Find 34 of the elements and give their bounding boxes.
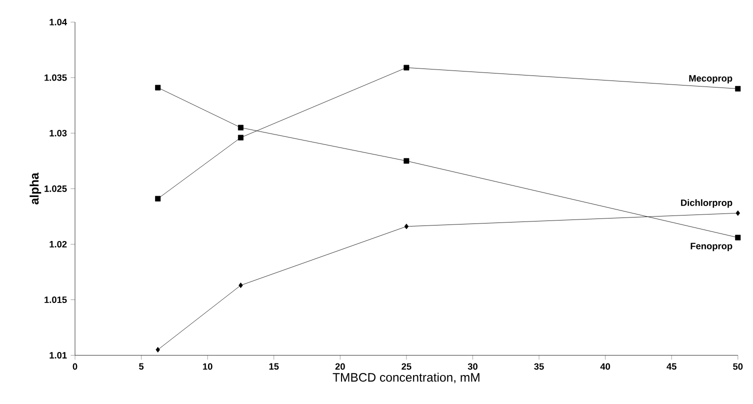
point xyxy=(736,210,740,216)
x-tick-label: 25 xyxy=(402,363,412,370)
x-tick-label: 0 xyxy=(72,363,78,370)
y-tick-label: 1.04 xyxy=(50,18,67,26)
series-label: Fenoprop xyxy=(690,242,732,252)
y-tick-label: 1.01 xyxy=(50,352,67,358)
x-tick-label: 15 xyxy=(269,363,279,370)
series-label: Dichlorprop xyxy=(681,199,732,208)
point xyxy=(404,64,410,70)
y-tick-label: 1.025 xyxy=(44,185,67,192)
y-tick-label: 1.015 xyxy=(44,296,67,303)
y-tick-label: 1.03 xyxy=(50,130,67,136)
point xyxy=(155,84,161,90)
x-tick-label: 10 xyxy=(203,363,212,370)
point xyxy=(238,124,244,130)
point xyxy=(404,224,409,230)
x-axis-title: TMBCD concentration, mM xyxy=(332,372,480,384)
point xyxy=(155,196,161,202)
point xyxy=(238,134,244,140)
y-tick-label: 1.035 xyxy=(44,74,67,81)
point xyxy=(404,158,410,164)
x-tick-label: 5 xyxy=(139,363,144,370)
x-tick-label: 40 xyxy=(600,363,610,370)
x-tick-label: 35 xyxy=(534,363,544,370)
y-axis-title: alpha xyxy=(30,172,42,204)
series-label: Mecoprop xyxy=(689,75,732,84)
y-tick-label: 1.02 xyxy=(50,240,67,248)
x-tick-label: 50 xyxy=(733,363,743,370)
point xyxy=(735,86,741,92)
point xyxy=(735,234,741,240)
x-tick-label: 30 xyxy=(468,363,478,370)
point xyxy=(156,346,160,352)
x-tick-label: 45 xyxy=(666,363,676,370)
x-tick-label: 20 xyxy=(335,363,345,370)
